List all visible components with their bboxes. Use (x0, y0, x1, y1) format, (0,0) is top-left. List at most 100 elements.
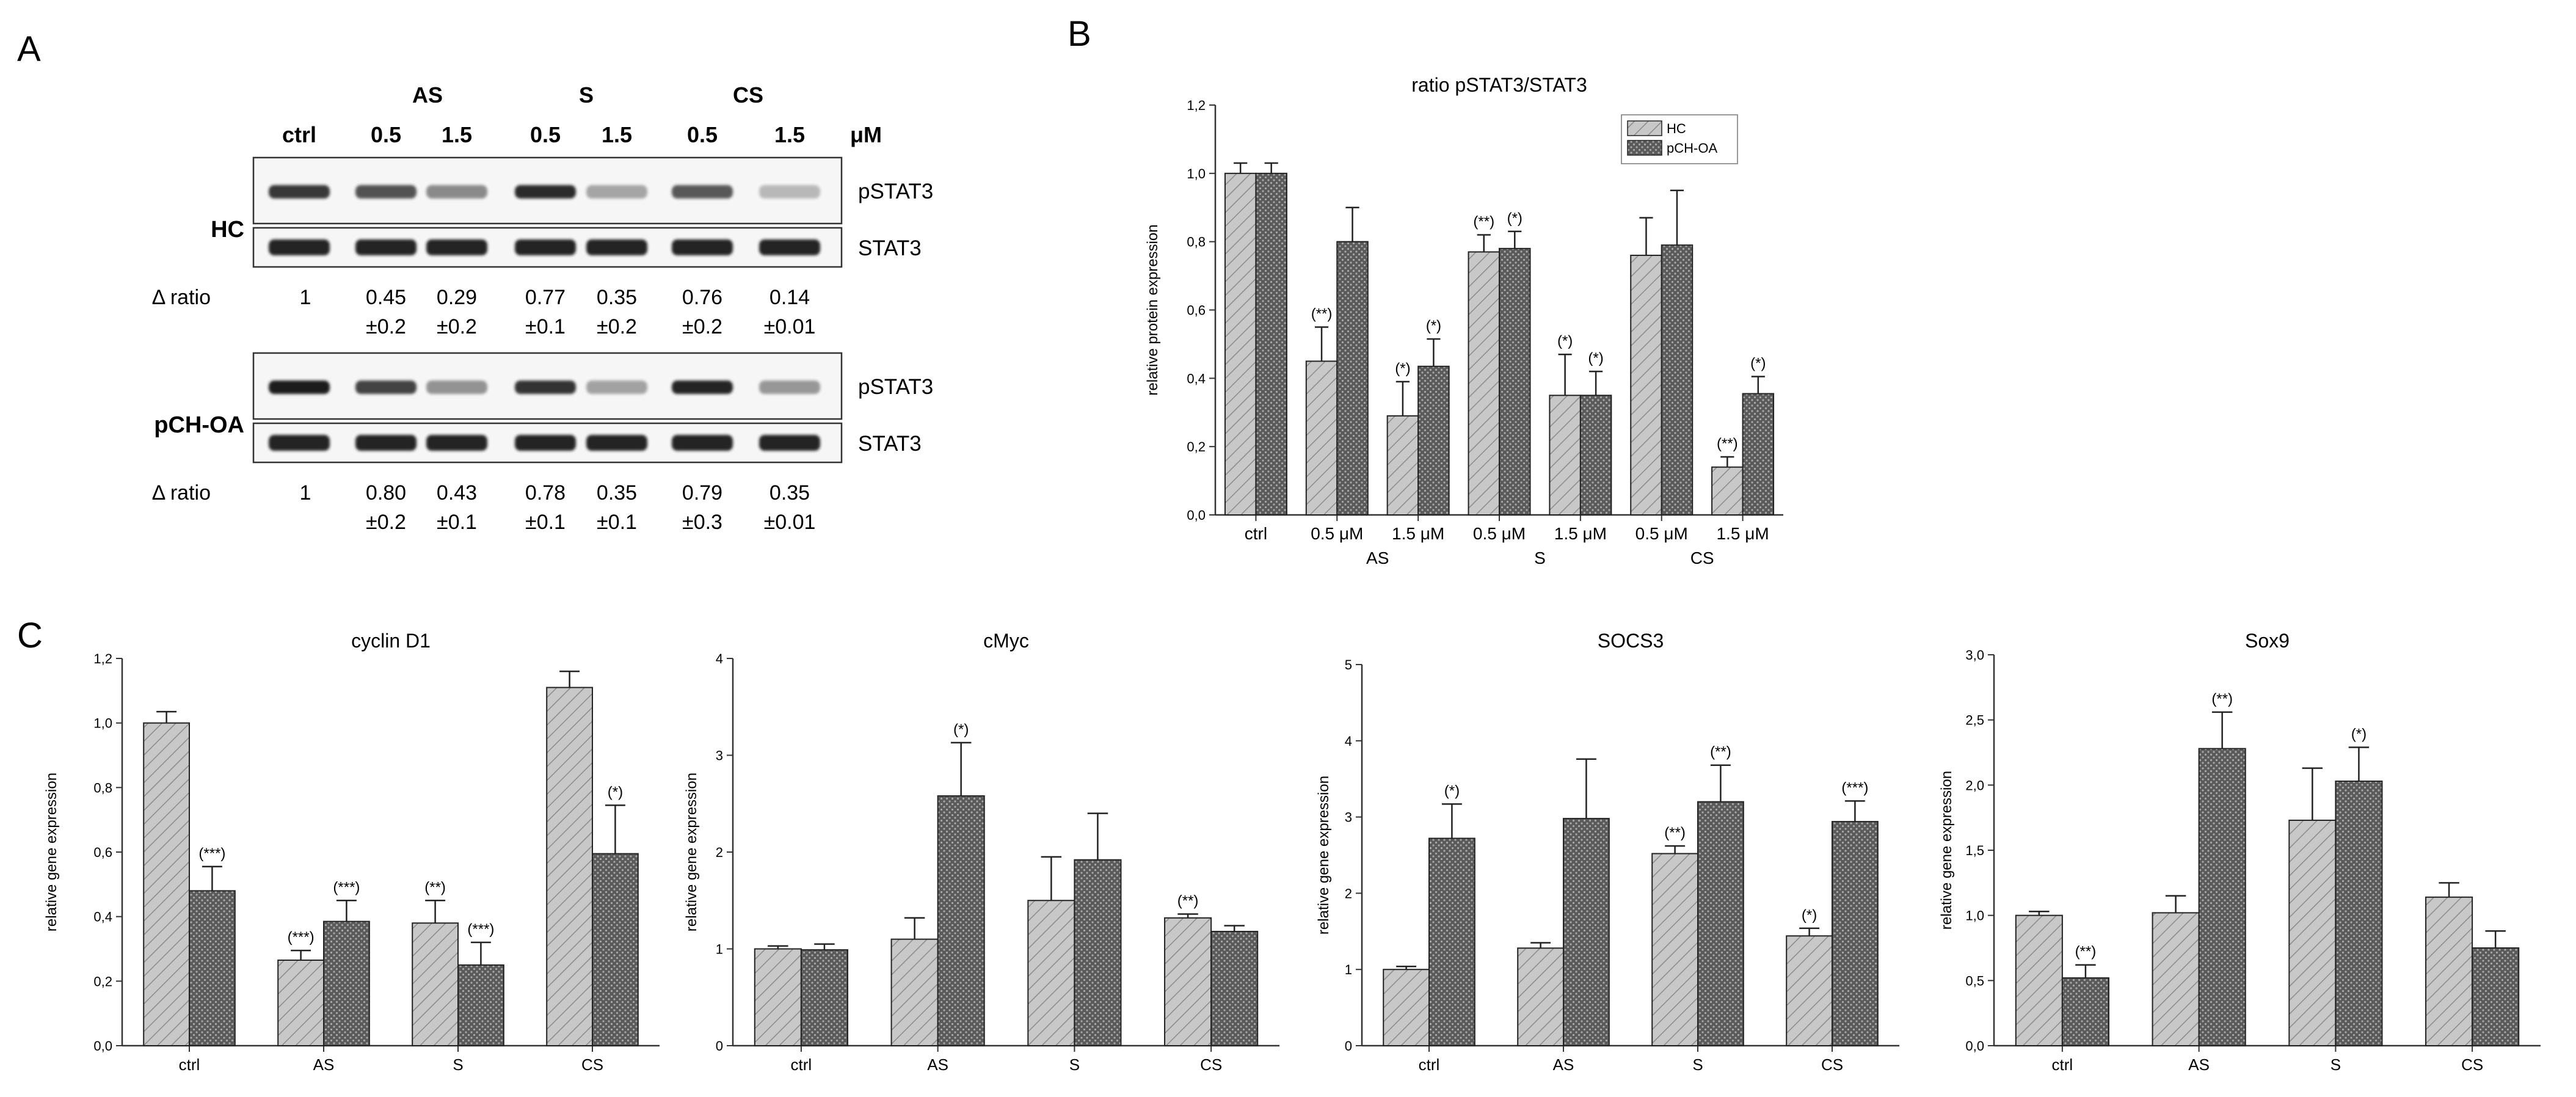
significance-label: (**) (1717, 436, 1738, 452)
y-tick-label: 1 (716, 942, 723, 957)
bar-hc (546, 687, 594, 1047)
y-tick-label: 0 (1345, 1038, 1352, 1054)
ratio-sd: ±0.2 (366, 511, 406, 534)
bar-hc (2015, 914, 2063, 1046)
x-tick-label: AS (313, 1055, 335, 1074)
ratio-mean: 0.35 (597, 481, 637, 505)
bar-hc (1386, 415, 1419, 516)
significance-label: (*) (1444, 782, 1460, 799)
bar-hc (1630, 255, 1662, 516)
bar-hc (754, 948, 802, 1046)
ratio-pstat3-stat3-chart: ratio pSTAT3/STAT3 0,0 0,2 0,4 0,6 0,8 1,0 1,2 r… (1144, 74, 1783, 567)
blot-band (515, 435, 576, 451)
blot-row-label-stat3: STAT3 (858, 236, 922, 260)
ratio-mean: 0.79 (682, 481, 722, 505)
panel-label-c: C (17, 616, 43, 655)
significance-label: (**) (1311, 305, 1333, 322)
y-tick-label: 2,5 (1965, 713, 1984, 728)
y-tick-label: 2 (1345, 886, 1352, 901)
significance-label: (**) (2211, 691, 2233, 707)
blot-band (426, 185, 487, 199)
bar-pchoa (1499, 247, 1531, 516)
blot-row-label-pstat3: pSTAT3 (858, 375, 933, 399)
bar-hc (412, 922, 459, 1046)
bar-hc (1711, 466, 1744, 516)
bar-hc (2425, 896, 2473, 1047)
ratio-sd: ±0.1 (437, 511, 477, 534)
bar-pchoa (2198, 748, 2246, 1046)
bar-pchoa (457, 964, 504, 1046)
legend-label: pCH-OA (1667, 140, 1717, 156)
ratio-sd: ±0.1 (525, 511, 566, 534)
significance-label: (***) (198, 845, 225, 862)
ratio-mean: 0.14 (770, 286, 810, 309)
significance-label: (***) (467, 921, 494, 938)
significance-label: (**) (1710, 744, 1731, 760)
ratio-mean: 0.77 (525, 286, 566, 309)
blot-band (426, 435, 487, 451)
x-tick-label: CS (1200, 1055, 1222, 1074)
wb-lane-label: 1.5 (442, 122, 472, 147)
significance-label: (***) (333, 879, 360, 895)
sox9-chart: Sox9 0,0 0,5 1,0 1,5 2,0 2,5 3,0 relative gene e… (1938, 630, 2541, 1074)
significance-label: (*) (608, 784, 623, 800)
y-tick-label: 3 (1345, 810, 1352, 825)
blot-band (515, 239, 576, 255)
x-tick-label: 1.5 μM (1392, 524, 1444, 543)
ratio-mean: 0.29 (437, 286, 477, 309)
blot-band (515, 185, 576, 199)
ratio-mean: 0.35 (770, 481, 810, 505)
x-group-label-as: AS (1366, 548, 1389, 567)
wb-lane-label: ctrl (282, 122, 316, 147)
y-tick-label: 2 (716, 845, 723, 860)
blot-band (586, 185, 647, 199)
bar-hc (890, 938, 939, 1047)
x-tick-label: S (1069, 1055, 1080, 1074)
x-tick-label: ctrl (2052, 1055, 2073, 1074)
ratio-sd: ±0.3 (682, 511, 722, 534)
bar-hc (1224, 172, 1257, 516)
ratio-mean: 1 (300, 481, 311, 505)
blot-band (586, 435, 647, 451)
y-tick-label: 0,8 (1187, 235, 1206, 250)
bar-hc (1468, 251, 1501, 516)
y-tick-label: 1,0 (1187, 166, 1206, 181)
bar-pchoa (2061, 977, 2109, 1046)
chart-title: SOCS3 (1598, 630, 1664, 652)
significance-label: (*) (1750, 355, 1766, 372)
y-tick-label: 1,2 (1187, 98, 1206, 113)
y-axis-label: relative gene expression (1315, 776, 1332, 935)
x-tick-label: AS (927, 1055, 948, 1074)
blot-band (269, 239, 330, 255)
x-tick-label: ctrl (1245, 524, 1267, 543)
x-tick-label: 0.5 μM (1635, 524, 1688, 543)
blot-band (672, 381, 733, 394)
x-tick-label: S (1692, 1055, 1703, 1074)
x-tick-label: ctrl (791, 1055, 812, 1074)
y-tick-label: 5 (1345, 657, 1352, 672)
ratio-sd: ±0.2 (366, 315, 406, 338)
blot-band (759, 239, 820, 255)
y-tick-label: 0,2 (1187, 439, 1206, 454)
significance-label: (*) (953, 721, 969, 738)
chart-title: cyclin D1 (351, 630, 431, 652)
ratio-label: Δ ratio (152, 286, 211, 309)
significance-label: (*) (1507, 210, 1523, 227)
y-tick-label: 0,6 (93, 845, 112, 860)
ratio-sd: ±0.1 (597, 511, 637, 534)
bar-pchoa (1832, 821, 1879, 1046)
y-tick-label: 0,4 (93, 909, 112, 925)
y-tick-label: 0 (716, 1038, 723, 1054)
significance-label: (**) (2075, 944, 2097, 960)
y-tick-label: 0,6 (1187, 303, 1206, 318)
x-tick-label: AS (1553, 1055, 1574, 1074)
ratio-mean: 1 (300, 286, 311, 309)
bar-pchoa (1255, 172, 1287, 516)
significance-label: (***) (1841, 779, 1868, 796)
significance-label: (*) (2351, 726, 2367, 742)
x-tick-label: CS (581, 1055, 603, 1074)
blot-band (355, 185, 417, 199)
x-group-label-cs: CS (1690, 548, 1714, 567)
blot-row-label-pstat3: pSTAT3 (858, 180, 933, 203)
blot-band (355, 381, 417, 394)
